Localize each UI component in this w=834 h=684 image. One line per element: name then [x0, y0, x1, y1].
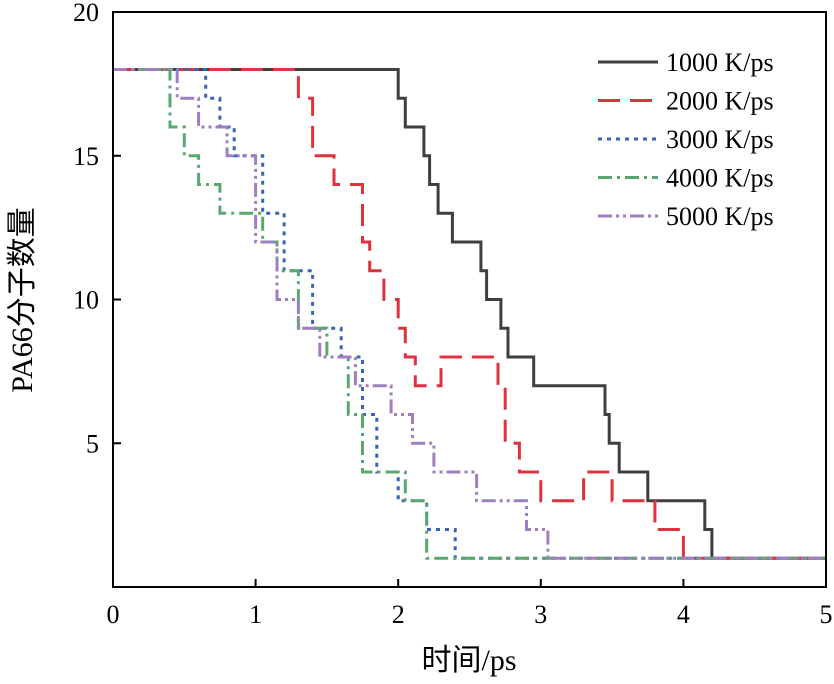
- legend-entry-1: 1000 K/ps: [666, 48, 774, 77]
- x-axis-label: 时间/ps: [421, 644, 516, 677]
- series-line-5: [113, 68, 826, 560]
- x-tick-label: 0: [107, 600, 120, 629]
- x-tick-label: 4: [677, 600, 690, 629]
- y-tick-label: 10: [73, 286, 99, 315]
- legend: 1000 K/ps 2000 K/ps 3000 K/ps 4000 K/ps 5000…: [598, 48, 774, 231]
- series-line-1: [113, 68, 826, 560]
- legend-entry-2: 2000 K/ps: [666, 87, 774, 116]
- y-tick-label: 20: [73, 0, 99, 27]
- series-line-2: [113, 68, 826, 560]
- legend-entry-5: 5000 K/ps: [666, 202, 774, 231]
- y-tick-label: 15: [73, 142, 99, 171]
- x-tick-label: 1: [249, 600, 262, 629]
- y-tick-label: 5: [86, 429, 99, 458]
- legend-entry-3: 3000 K/ps: [666, 125, 774, 154]
- x-tick-label: 5: [820, 600, 833, 629]
- legend-entry-4: 4000 K/ps: [666, 164, 774, 193]
- series-layer: [113, 68, 826, 560]
- series-line-4: [113, 68, 826, 560]
- tick-layer: 0 1 2 3 4 5 5 10 15 20: [73, 0, 833, 629]
- x-tick-label: 2: [392, 600, 405, 629]
- y-axis-label: PA66分子数量: [6, 207, 39, 393]
- x-tick-label: 3: [534, 600, 547, 629]
